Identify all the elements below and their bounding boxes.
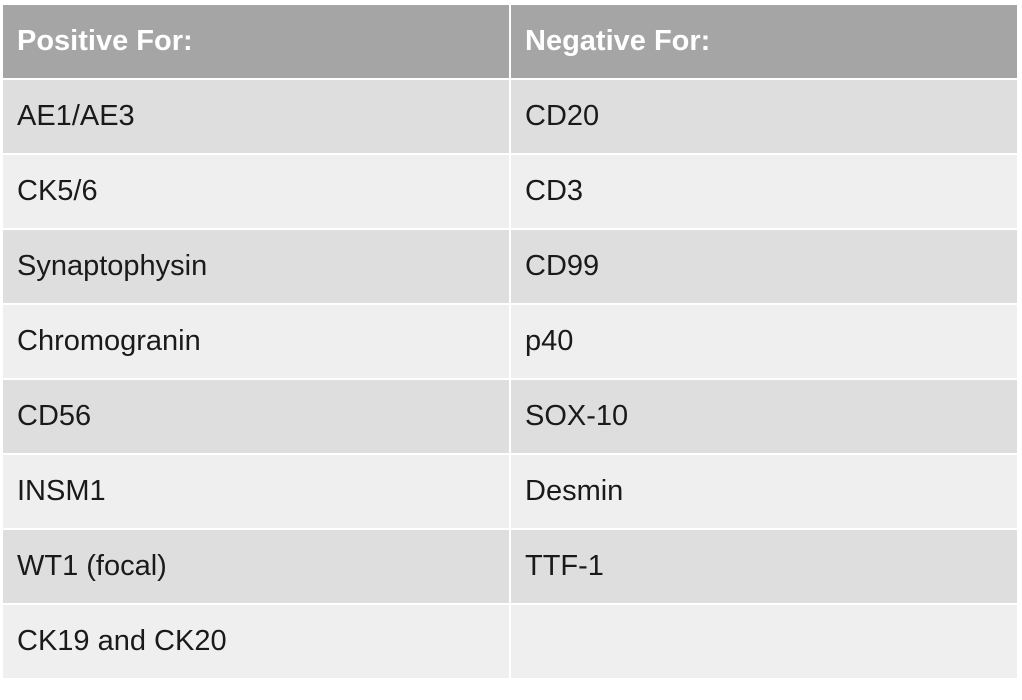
table-cell: CD3 xyxy=(511,155,1017,228)
table-cell: AE1/AE3 xyxy=(3,80,509,153)
table-cell: CK19 and CK20 xyxy=(3,605,509,678)
table-row: WT1 (focal) TTF-1 xyxy=(3,530,1017,603)
table-cell: CD99 xyxy=(511,230,1017,303)
table-row: AE1/AE3 CD20 xyxy=(3,80,1017,153)
header-cell: Positive For: xyxy=(3,5,509,78)
table-cell: SOX-10 xyxy=(511,380,1017,453)
table-row: CK5/6 CD3 xyxy=(3,155,1017,228)
table-body: AE1/AE3 CD20 CK5/6 CD3 Synaptophysin CD99 Chro… xyxy=(3,80,1017,678)
table-row: CD56 SOX-10 xyxy=(3,380,1017,453)
table-cell: TTF-1 xyxy=(511,530,1017,603)
table-cell: Synaptophysin xyxy=(3,230,509,303)
table-row: Synaptophysin CD99 xyxy=(3,230,1017,303)
table-row: Chromogranin p40 xyxy=(3,305,1017,378)
table-cell: INSM1 xyxy=(3,455,509,528)
header-cell: Negative For: xyxy=(511,5,1017,78)
marker-table: Positive For: Negative For: AE1/AE3 CD20 CK… xyxy=(1,3,1019,680)
table-cell: WT1 (focal) xyxy=(3,530,509,603)
table-cell: p40 xyxy=(511,305,1017,378)
table-cell: CD56 xyxy=(3,380,509,453)
table-cell: CD20 xyxy=(511,80,1017,153)
table-container: Positive For: Negative For: AE1/AE3 CD20 CK… xyxy=(1,3,1019,680)
header-row: Positive For: Negative For: xyxy=(3,5,1017,78)
table-cell: Desmin xyxy=(511,455,1017,528)
table-row: CK19 and CK20 xyxy=(3,605,1017,678)
table-cell: CK5/6 xyxy=(3,155,509,228)
empty-cell xyxy=(511,605,1017,678)
table-row: INSM1 Desmin xyxy=(3,455,1017,528)
table-cell: Chromogranin xyxy=(3,305,509,378)
